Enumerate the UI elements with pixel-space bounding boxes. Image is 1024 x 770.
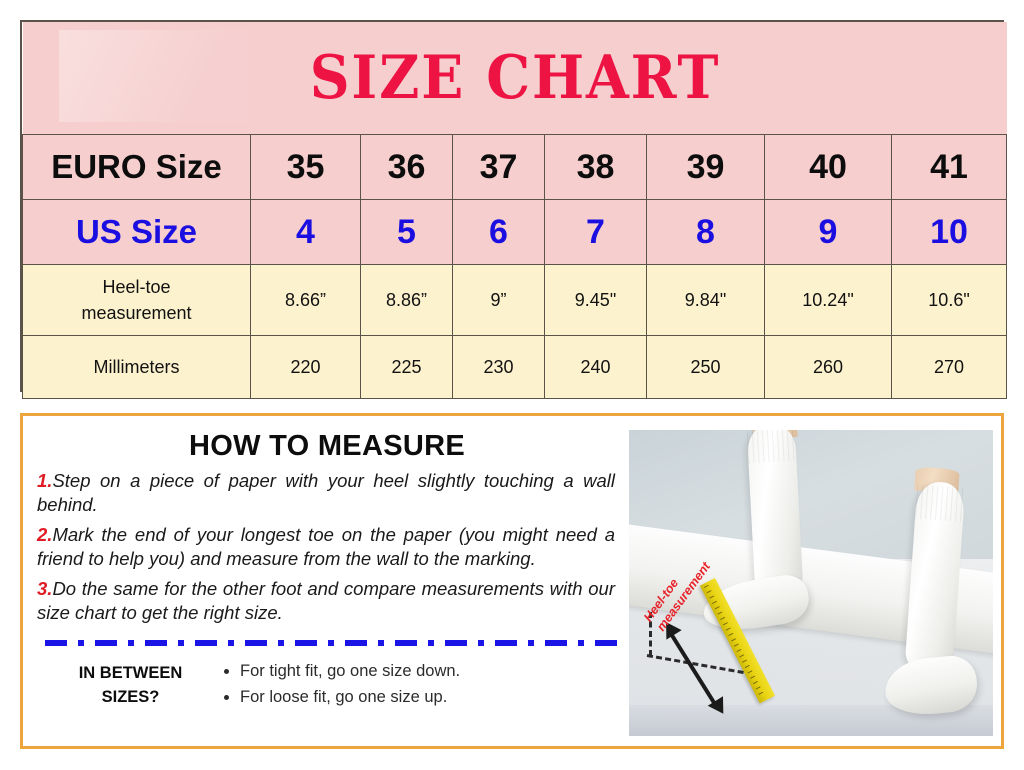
- euro-size-value: 39: [646, 134, 765, 200]
- heel-toe-label-line2: measurement: [81, 303, 192, 323]
- euro-size-value: 35: [250, 134, 361, 200]
- list-item: For loose fit, go one size up.: [240, 685, 460, 711]
- millimeters-value: 240: [544, 335, 647, 399]
- us-size-value: 5: [360, 199, 453, 265]
- how-to-step: 2.Mark the end of your longest toe on th…: [37, 523, 615, 571]
- heel-toe-value: 10.24": [764, 264, 892, 336]
- us-size-label: US Size: [22, 199, 251, 265]
- how-to-measure-text-column: HOW TO MEASURE 1.Step on a piece of pape…: [23, 416, 631, 746]
- in-between-sizes-section: IN BETWEEN SIZES? For tight fit, go one …: [23, 659, 631, 710]
- euro-size-label: EURO Size: [22, 134, 251, 200]
- us-size-value: 7: [544, 199, 647, 265]
- heel-toe-value: 9.84": [646, 264, 765, 336]
- euro-size-row: EURO Size 35 36 37 38 39 40 41: [22, 134, 1008, 200]
- heel-toe-value: 8.86”: [360, 264, 453, 336]
- millimeters-label: Millimeters: [22, 335, 251, 399]
- us-size-value: 4: [250, 199, 361, 265]
- heel-toe-value: 9.45": [544, 264, 647, 336]
- how-to-step: 3.Do the same for the other foot and com…: [37, 577, 615, 625]
- millimeters-value: 225: [360, 335, 453, 399]
- photo-left-sock-leg: [746, 430, 804, 596]
- us-size-value: 9: [764, 199, 892, 265]
- euro-size-value: 40: [764, 134, 892, 200]
- millimeters-value: 270: [890, 335, 1008, 399]
- step-text: Mark the end of your longest toe on the …: [37, 524, 615, 570]
- millimeters-value: 260: [764, 335, 892, 399]
- how-to-step: 1.Step on a piece of paper with your hee…: [37, 469, 615, 517]
- step-text: Do the same for the other foot and compa…: [37, 578, 615, 624]
- chart-title-cell: SIZE CHART: [22, 22, 1007, 135]
- millimeters-value: 230: [452, 335, 545, 399]
- in-between-sizes-bullets: For tight fit, go one size down. For loo…: [218, 659, 460, 710]
- sock-ribbing: [915, 484, 966, 522]
- millimeters-row: Millimeters 220 225 230 240 250 260 270: [22, 335, 1008, 399]
- us-size-value: 8: [646, 199, 765, 265]
- how-to-measure-heading: HOW TO MEASURE: [189, 430, 465, 462]
- step-number: 2.: [37, 524, 53, 546]
- euro-size-value: 41: [890, 134, 1008, 200]
- measurement-photo: Heel-toe measurement: [629, 430, 993, 736]
- us-size-row: US Size 4 5 6 7 8 9 10: [22, 199, 1008, 265]
- euro-size-value: 38: [544, 134, 647, 200]
- heel-toe-row: Heel-toe measurement 8.66” 8.86” 9” 9.45…: [22, 264, 1008, 336]
- step-text: Step on a piece of paper with your heel …: [37, 470, 615, 516]
- heel-toe-label: Heel-toe measurement: [22, 264, 251, 336]
- us-size-value: 10: [890, 199, 1008, 265]
- millimeters-value: 220: [250, 335, 361, 399]
- size-chart-table: SIZE CHART EURO Size 35 36 37 38 39 40 4…: [22, 22, 1008, 399]
- chart-title-row: SIZE CHART: [22, 22, 1007, 135]
- in-between-label-line1: IN BETWEEN: [78, 664, 183, 683]
- list-item: For tight fit, go one size down.: [240, 659, 460, 685]
- size-chart-table-container: SIZE CHART EURO Size 35 36 37 38 39 40 4…: [20, 20, 1008, 399]
- in-between-label-line2: SIZES?: [101, 688, 160, 707]
- heel-toe-value: 9”: [452, 264, 545, 336]
- heel-toe-value: 10.6": [890, 264, 1008, 336]
- page-title: SIZE CHART: [309, 43, 720, 113]
- in-between-sizes-label: IN BETWEEN SIZES?: [43, 659, 218, 710]
- us-size-value: 6: [452, 199, 545, 265]
- measurement-dashed-line-vertical: [649, 612, 652, 656]
- step-number: 3.: [37, 578, 53, 600]
- sock-ribbing: [746, 430, 797, 464]
- euro-size-value: 37: [452, 134, 545, 200]
- how-to-measure-panel: HOW TO MEASURE 1.Step on a piece of pape…: [20, 413, 1004, 749]
- dash-dot-divider: [45, 639, 617, 647]
- heel-toe-value: 8.66”: [250, 264, 361, 336]
- heel-toe-label-line1: Heel-toe: [102, 276, 171, 297]
- euro-size-value: 36: [360, 134, 453, 200]
- millimeters-value: 250: [646, 335, 765, 399]
- step-number: 1.: [37, 470, 53, 491]
